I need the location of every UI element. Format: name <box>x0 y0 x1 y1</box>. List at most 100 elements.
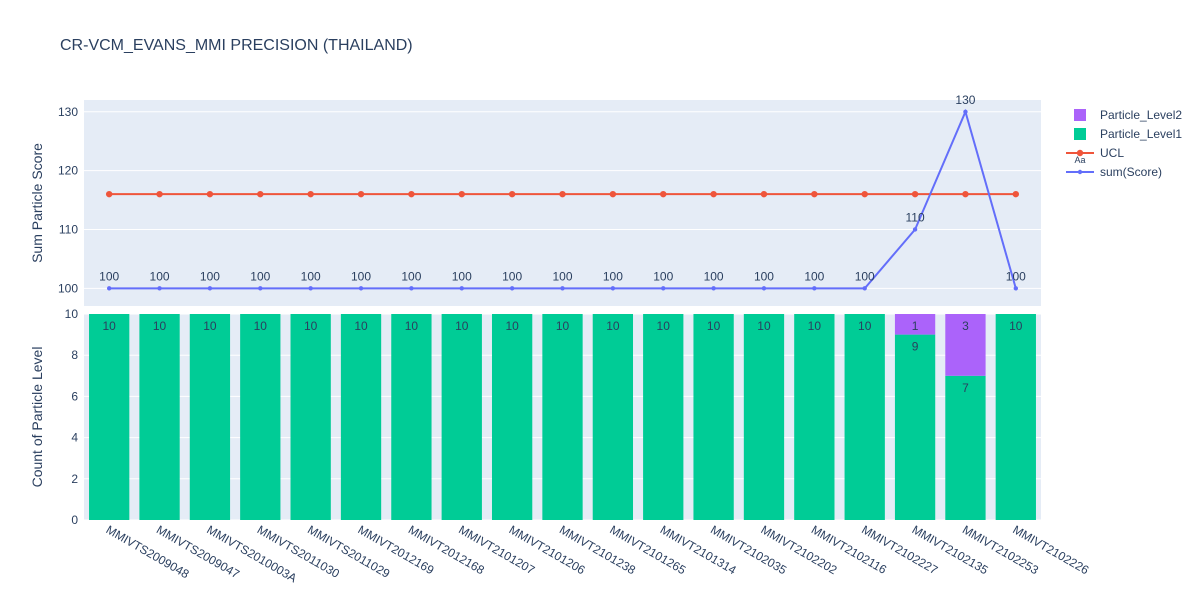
score-point <box>358 286 364 291</box>
bar-y-tick-label: 10 <box>65 307 79 321</box>
score-data-label: 100 <box>704 269 724 283</box>
bar-level1 <box>844 314 885 520</box>
score-point <box>157 286 162 291</box>
bar-level1 <box>391 314 432 520</box>
score-data-label: 100 <box>855 269 875 283</box>
legend-item-particle-level1[interactable]: Particle_Level1 <box>1074 127 1182 141</box>
score-data-label: 100 <box>351 269 371 283</box>
bar-level1-label: 10 <box>757 319 771 333</box>
score-data-label: 100 <box>150 269 170 283</box>
legend-label: Particle_Level1 <box>1100 127 1182 141</box>
line-y-tick-label: 110 <box>59 222 78 236</box>
bar-level1 <box>693 314 734 520</box>
score-point <box>862 286 867 291</box>
ucl-point <box>710 190 717 198</box>
score-data-label: 100 <box>250 269 270 283</box>
legend-label: sum(Score) <box>1100 165 1162 179</box>
bar-y-tick-label: 6 <box>71 389 78 403</box>
legend-annotation: Aa <box>1074 155 1085 165</box>
bar-level1 <box>441 314 482 520</box>
score-point <box>610 286 616 291</box>
bar-level1 <box>743 314 785 520</box>
score-data-label: 100 <box>552 269 572 283</box>
bar-y-tick-label: 4 <box>71 431 78 445</box>
ucl-point <box>660 190 667 198</box>
legend-swatch <box>1074 109 1086 121</box>
bar-y-tick-label: 0 <box>71 513 78 527</box>
ucl-point <box>609 190 617 198</box>
bar-level2-label: 3 <box>962 319 969 333</box>
x-tick-label: MMIVTS2009048 <box>104 522 192 581</box>
ucl-point <box>962 190 969 198</box>
score-point <box>912 227 918 232</box>
legend-item-ucl[interactable]: UCL <box>1066 146 1124 160</box>
legend-item-particle-level2[interactable]: Particle_Level2 <box>1074 108 1182 122</box>
bar-level1-label: 9 <box>912 340 919 354</box>
legend-label: Particle_Level2 <box>1100 108 1182 122</box>
score-data-label: 100 <box>200 269 220 283</box>
ucl-point <box>811 190 818 198</box>
bar-level1 <box>542 314 583 520</box>
ucl-point <box>307 190 314 198</box>
legend-swatch-marker <box>1076 149 1084 157</box>
score-point <box>711 286 716 291</box>
score-data-label: 100 <box>99 269 119 283</box>
line-plot-area <box>84 100 1041 306</box>
legend-label: UCL <box>1100 146 1124 160</box>
score-data-label: 130 <box>955 93 975 107</box>
ucl-point <box>559 190 566 198</box>
score-point <box>963 109 968 114</box>
score-point <box>106 286 112 291</box>
bar-level1 <box>995 314 1036 520</box>
score-point <box>661 286 666 291</box>
x-tick-label: MMIVTS2009047 <box>154 522 242 581</box>
bar-level1 <box>290 314 331 520</box>
bar-level1-label: 10 <box>455 319 469 333</box>
legend-item-sum-score-[interactable]: sum(Score) <box>1066 165 1162 179</box>
ucl-point <box>458 190 465 198</box>
bar-level1 <box>340 314 382 520</box>
bar-level1-label: 7 <box>962 381 969 395</box>
ucl-point <box>206 190 214 198</box>
score-point <box>308 286 313 291</box>
bar-level1-label: 10 <box>254 319 268 333</box>
ucl-point <box>257 190 264 198</box>
legend-swatch-marker <box>1077 169 1083 175</box>
score-point <box>1013 286 1019 291</box>
ucl-point <box>1012 190 1020 198</box>
score-point <box>459 286 464 291</box>
bar-level1-label: 10 <box>103 319 117 333</box>
bar-level1-label: 10 <box>657 319 671 333</box>
bar-level1 <box>491 314 533 520</box>
score-point <box>258 286 263 291</box>
score-data-label: 100 <box>653 269 673 283</box>
bar-level1-label: 10 <box>858 319 872 333</box>
line-y-tick-label: 100 <box>58 281 78 295</box>
bar-level2 <box>894 314 936 335</box>
bar-level1 <box>894 334 936 520</box>
ucl-point <box>408 190 415 198</box>
line-y-tick-label: 120 <box>58 164 78 178</box>
bar-y-axis-title: Count of Particle Level <box>29 347 45 488</box>
chart-title: CR-VCM_EVANS_MMI PRECISION (THAILAND) <box>60 37 413 54</box>
line-y-axis-title: Sum Particle Score <box>29 143 45 263</box>
score-point <box>509 286 515 291</box>
bar-level1-label: 10 <box>505 319 519 333</box>
bar-level1 <box>794 314 835 520</box>
bar-level1 <box>139 314 180 520</box>
bar-level1-label: 10 <box>606 319 620 333</box>
bar-level1-label: 10 <box>405 319 419 333</box>
score-point <box>409 286 414 291</box>
score-point <box>812 286 817 291</box>
bar-level1-label: 10 <box>203 319 217 333</box>
x-tick-label: MMIVTS2010003A <box>204 522 299 585</box>
bar-level1 <box>643 314 684 520</box>
ucl-point <box>156 190 163 198</box>
score-data-label: 100 <box>301 269 321 283</box>
ucl-point <box>861 190 868 198</box>
line-y-tick-label: 130 <box>58 105 78 119</box>
ucl-point <box>760 190 768 198</box>
bar-level1 <box>945 375 986 520</box>
